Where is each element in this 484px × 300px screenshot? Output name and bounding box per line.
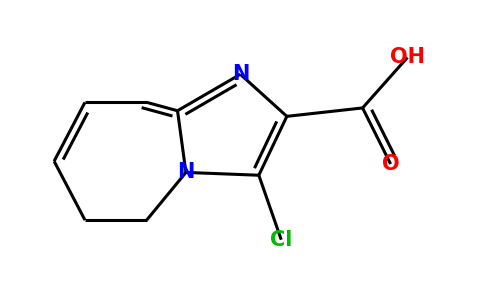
- Text: N: N: [177, 162, 195, 182]
- Text: Cl: Cl: [270, 230, 292, 250]
- Text: O: O: [382, 154, 399, 174]
- Text: OH: OH: [390, 47, 425, 68]
- Text: N: N: [232, 64, 249, 84]
